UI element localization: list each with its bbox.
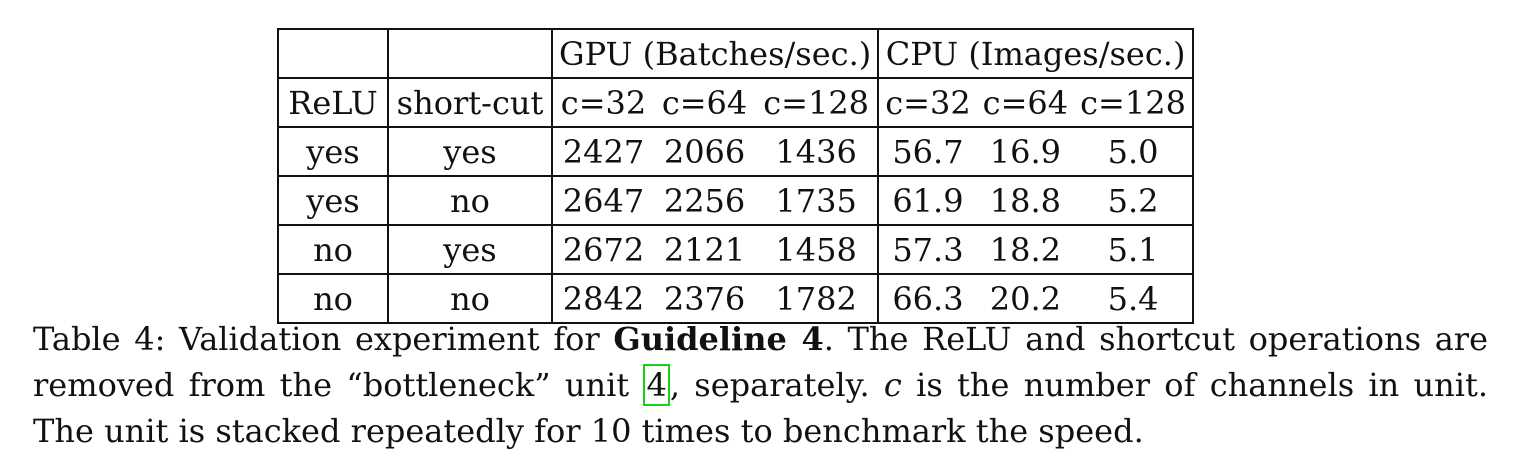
cell-gpu-c32: 2672 xyxy=(552,225,655,275)
cell-shortcut: yes xyxy=(388,127,553,177)
cell-shortcut: yes xyxy=(388,225,553,275)
empty-header-cell xyxy=(277,28,389,79)
cell-gpu-c64: 2256 xyxy=(654,176,756,226)
col-header-cpu-c64: c=64 xyxy=(976,78,1075,128)
col-header-relu: ReLU xyxy=(277,78,389,128)
cell-gpu-c32: 2842 xyxy=(552,274,655,324)
caption-guideline-bold: Guideline 4 xyxy=(613,320,824,358)
cpu-group-header: CPU (Images/sec.) xyxy=(878,28,1194,79)
results-table: GPU (Batches/sec.) CPU (Images/sec.) ReL… xyxy=(277,28,1194,324)
cell-gpu-c32: 2427 xyxy=(552,127,655,177)
citation-link[interactable]: 4 xyxy=(643,364,670,406)
cell-gpu-c64: 2376 xyxy=(654,274,756,324)
cell-cpu-c128: 5.1 xyxy=(1074,225,1194,275)
cell-cpu-c32: 66.3 xyxy=(878,274,977,324)
caption-text: is the number of channels in unit. The u… xyxy=(33,366,1489,450)
caption-prefix: Table 4: Validation experiment for xyxy=(33,320,614,358)
cell-relu: no xyxy=(277,274,389,324)
empty-header-cell xyxy=(388,28,553,79)
gpu-group-header: GPU (Batches/sec.) xyxy=(552,28,880,79)
table-column-header-row: ReLU short-cut c=32 c=64 c=128 c=32 c=64… xyxy=(277,78,1194,128)
cell-shortcut: no xyxy=(388,274,553,324)
table-caption: Table 4: Validation experiment for Guide… xyxy=(33,316,1488,454)
caption-variable: c xyxy=(883,366,902,404)
cell-gpu-c64: 2066 xyxy=(654,127,756,177)
col-header-gpu-c128: c=128 xyxy=(755,78,880,128)
caption-text: . The ReLU and shortcut operations are r… xyxy=(33,320,1489,404)
col-header-cpu-c128: c=128 xyxy=(1074,78,1194,128)
cell-gpu-c128: 1436 xyxy=(755,127,880,177)
cell-relu: yes xyxy=(277,127,389,177)
cell-cpu-c128: 5.2 xyxy=(1074,176,1194,226)
cell-gpu-c128: 1782 xyxy=(755,274,880,324)
cell-relu: no xyxy=(277,225,389,275)
cell-cpu-c128: 5.4 xyxy=(1074,274,1194,324)
cell-cpu-c64: 16.9 xyxy=(976,127,1075,177)
cell-gpu-c64: 2121 xyxy=(654,225,756,275)
cell-cpu-c128: 5.0 xyxy=(1074,127,1194,177)
table-row: yes no 2647 2256 1735 61.9 18.8 5.2 xyxy=(277,176,1194,226)
cell-cpu-c32: 61.9 xyxy=(878,176,977,226)
table-row: yes yes 2427 2066 1436 56.7 16.9 5.0 xyxy=(277,127,1194,177)
cell-cpu-c64: 20.2 xyxy=(976,274,1075,324)
cell-shortcut: no xyxy=(388,176,553,226)
cell-cpu-c64: 18.2 xyxy=(976,225,1075,275)
cell-cpu-c32: 57.3 xyxy=(878,225,977,275)
cell-cpu-c32: 56.7 xyxy=(878,127,977,177)
table-row: no no 2842 2376 1782 66.3 20.2 5.4 xyxy=(277,274,1194,324)
table-row: no yes 2672 2121 1458 57.3 18.2 5.1 xyxy=(277,225,1194,275)
caption-text: , separately. xyxy=(669,366,884,404)
table-group-header-row: GPU (Batches/sec.) CPU (Images/sec.) xyxy=(277,28,1194,79)
cell-gpu-c32: 2647 xyxy=(552,176,655,226)
col-header-cpu-c32: c=32 xyxy=(878,78,977,128)
col-header-gpu-c64: c=64 xyxy=(654,78,756,128)
col-header-shortcut: short-cut xyxy=(388,78,553,128)
cell-gpu-c128: 1735 xyxy=(755,176,880,226)
cell-cpu-c64: 18.8 xyxy=(976,176,1075,226)
col-header-gpu-c32: c=32 xyxy=(552,78,655,128)
cell-relu: yes xyxy=(277,176,389,226)
cell-gpu-c128: 1458 xyxy=(755,225,880,275)
